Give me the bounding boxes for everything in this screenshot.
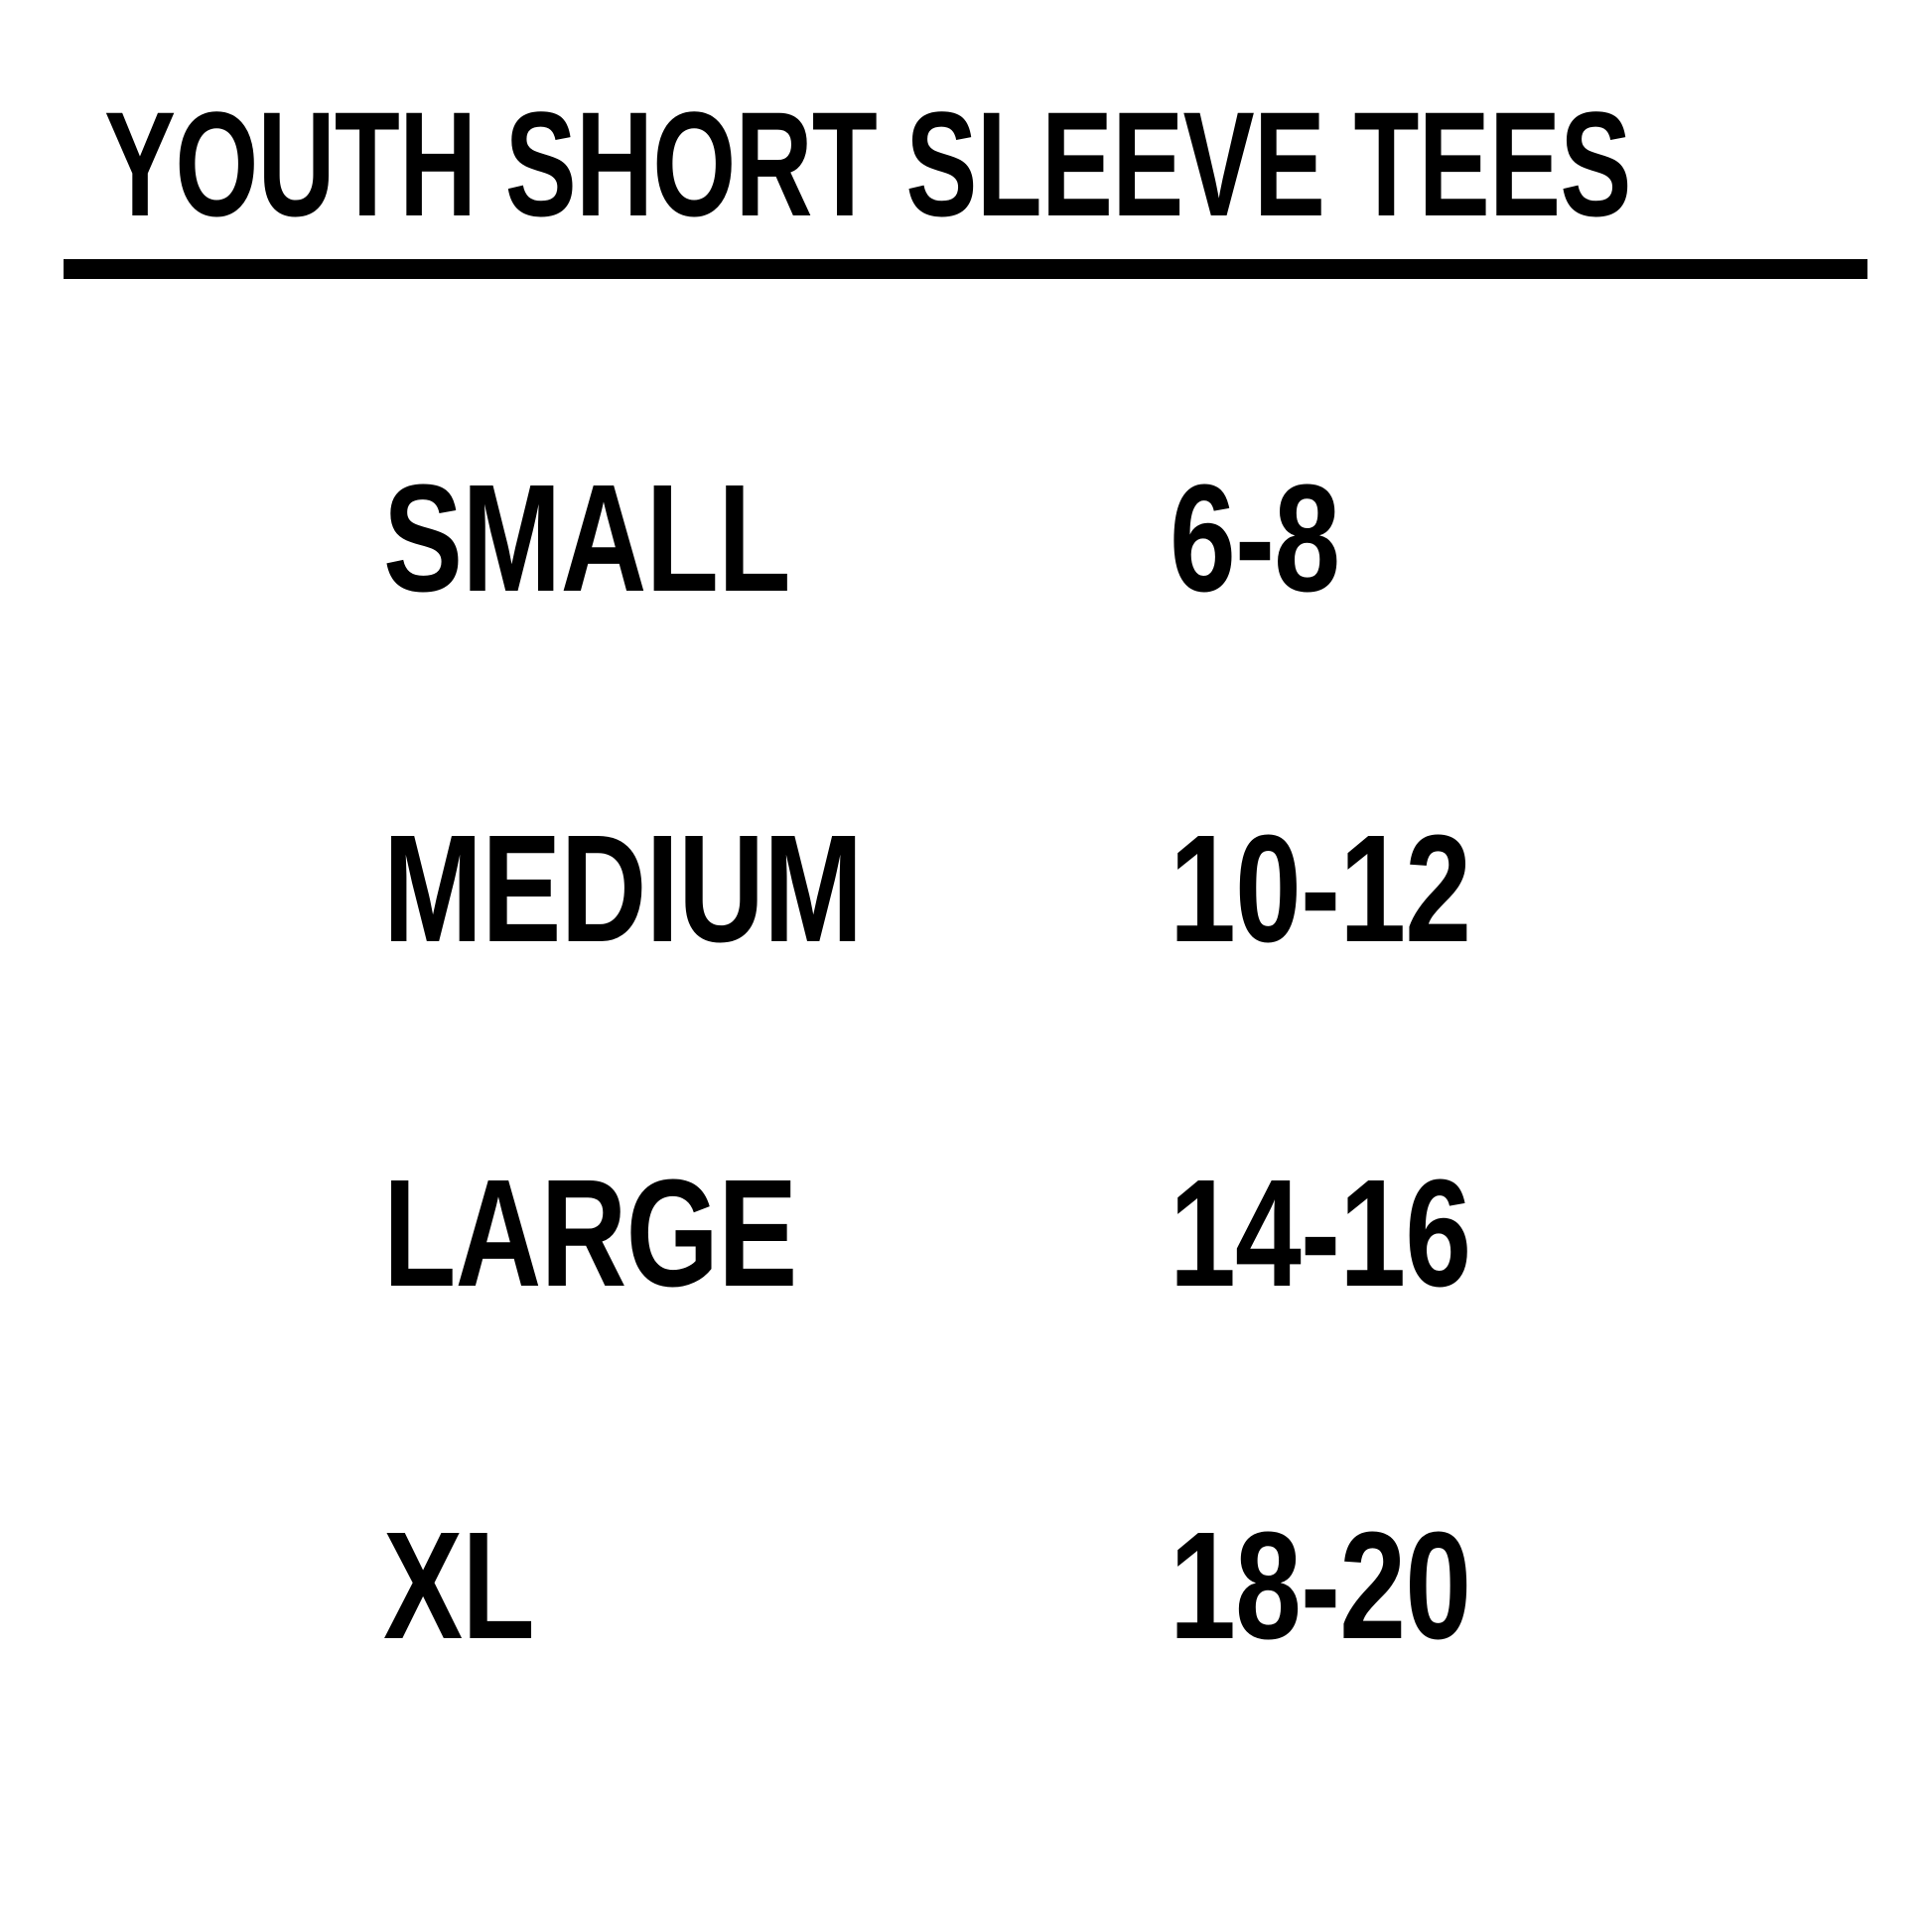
size-row-medium: MEDIUM 10-12	[0, 812, 1932, 971]
title-underline	[64, 259, 1867, 279]
size-label-small: SMALL	[383, 453, 791, 623]
size-range-medium: 10-12	[1170, 803, 1471, 974]
page-title: YOUTH SHORT SLEEVE TEES	[104, 80, 1631, 247]
size-label-xl: XL	[383, 1500, 535, 1671]
size-label-large: LARGE	[383, 1148, 797, 1318]
size-label-medium: MEDIUM	[383, 803, 863, 974]
size-range-large: 14-16	[1170, 1148, 1471, 1318]
size-row-large: LARGE 14-16	[0, 1157, 1932, 1315]
size-range-small: 6-8	[1170, 453, 1340, 623]
size-row-small: SMALL 6-8	[0, 462, 1932, 621]
size-row-xl: XL 18-20	[0, 1509, 1932, 1668]
size-range-xl: 18-20	[1170, 1500, 1471, 1671]
